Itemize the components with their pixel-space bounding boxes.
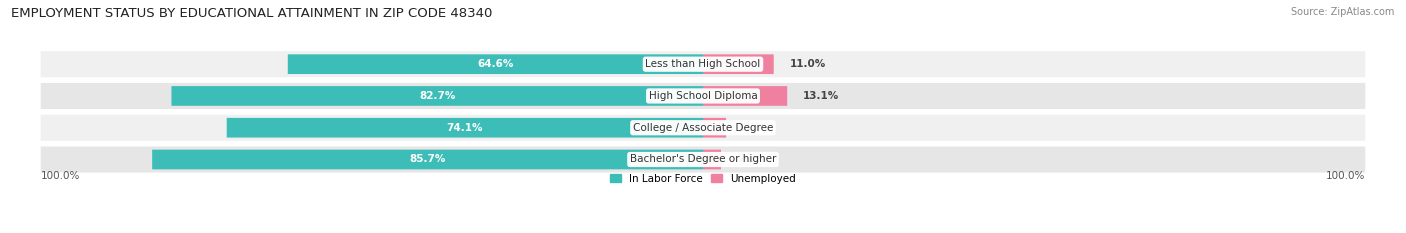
FancyBboxPatch shape	[703, 54, 773, 74]
FancyBboxPatch shape	[41, 51, 1365, 77]
FancyBboxPatch shape	[41, 147, 1365, 172]
Text: 64.6%: 64.6%	[477, 59, 513, 69]
FancyBboxPatch shape	[172, 86, 703, 106]
FancyBboxPatch shape	[41, 83, 1365, 109]
Text: 100.0%: 100.0%	[1326, 171, 1365, 181]
Text: College / Associate Degree: College / Associate Degree	[633, 123, 773, 133]
FancyBboxPatch shape	[703, 86, 787, 106]
FancyBboxPatch shape	[288, 54, 703, 74]
Text: 74.1%: 74.1%	[447, 123, 484, 133]
Text: 82.7%: 82.7%	[419, 91, 456, 101]
FancyBboxPatch shape	[41, 115, 1365, 141]
Legend: In Labor Force, Unemployed: In Labor Force, Unemployed	[610, 174, 796, 184]
Text: Source: ZipAtlas.com: Source: ZipAtlas.com	[1291, 7, 1395, 17]
Text: High School Diploma: High School Diploma	[648, 91, 758, 101]
FancyBboxPatch shape	[152, 150, 703, 169]
Text: 11.0%: 11.0%	[790, 59, 825, 69]
FancyBboxPatch shape	[226, 118, 703, 137]
Text: EMPLOYMENT STATUS BY EDUCATIONAL ATTAINMENT IN ZIP CODE 48340: EMPLOYMENT STATUS BY EDUCATIONAL ATTAINM…	[11, 7, 492, 20]
Text: 13.1%: 13.1%	[803, 91, 839, 101]
Text: 3.6%: 3.6%	[742, 123, 772, 133]
Text: 2.8%: 2.8%	[737, 154, 766, 164]
Text: 100.0%: 100.0%	[41, 171, 80, 181]
Text: Bachelor's Degree or higher: Bachelor's Degree or higher	[630, 154, 776, 164]
Text: 85.7%: 85.7%	[409, 154, 446, 164]
FancyBboxPatch shape	[703, 118, 725, 137]
FancyBboxPatch shape	[703, 150, 721, 169]
Text: Less than High School: Less than High School	[645, 59, 761, 69]
